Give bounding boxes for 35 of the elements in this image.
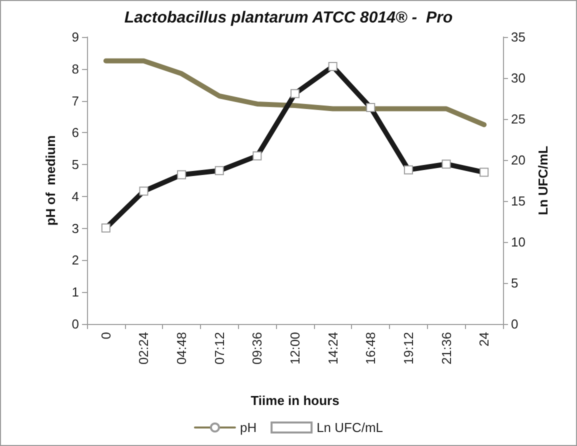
- y-axis-title: pH of medium: [43, 135, 58, 226]
- x-tick-label: 04:48: [174, 332, 190, 365]
- y2-tick-label: 35: [511, 30, 526, 44]
- y-tick-label: 1: [72, 284, 79, 300]
- x-tick-label: 24: [476, 332, 492, 346]
- y2-tick-label: 0: [511, 316, 518, 332]
- x-tick-label: 02:24: [136, 332, 152, 365]
- x-tick-label: 0: [98, 332, 114, 340]
- y-tick-label: 7: [72, 93, 79, 108]
- x-tick-label: 07:12: [212, 332, 227, 365]
- y-tick-label: 3: [72, 220, 79, 236]
- y-tick-label: 6: [72, 125, 79, 140]
- y2-tick-label: 25: [511, 112, 526, 126]
- y-tick-label: 4: [72, 188, 79, 204]
- y-tick-label: 8: [72, 61, 79, 76]
- x-axis-title: Tiime in hours: [250, 393, 340, 408]
- x-tick-label: 16:48: [363, 332, 378, 365]
- x-tick-label: 19:12: [400, 332, 416, 365]
- y-tick-label: 2: [72, 252, 79, 268]
- x-tick-label: 12:00: [288, 332, 302, 365]
- legend-label: Ln UFC/mL: [316, 420, 384, 435]
- y2-tick-label: 5: [511, 276, 518, 290]
- y2-tick-label: 10: [511, 234, 526, 250]
- y2-tick-label: 20: [511, 152, 526, 168]
- y-tick-label: 5: [72, 157, 79, 172]
- y2-tick-label: 15: [511, 194, 526, 208]
- y2-axis-title: Ln UFC/mL: [535, 146, 550, 216]
- x-tick-label: 09:36: [250, 332, 265, 365]
- y2-tick-label: 30: [511, 70, 526, 86]
- x-tick-label: 21:36: [438, 332, 454, 365]
- y-tick-label: 9: [72, 30, 79, 44]
- x-tick-label: 14:24: [325, 332, 340, 365]
- chart-title: Lactobacillus plantarum ATCC 8014® - Pro: [124, 10, 453, 26]
- legend-label: pH: [240, 420, 257, 435]
- y-tick-label: 0: [72, 316, 79, 332]
